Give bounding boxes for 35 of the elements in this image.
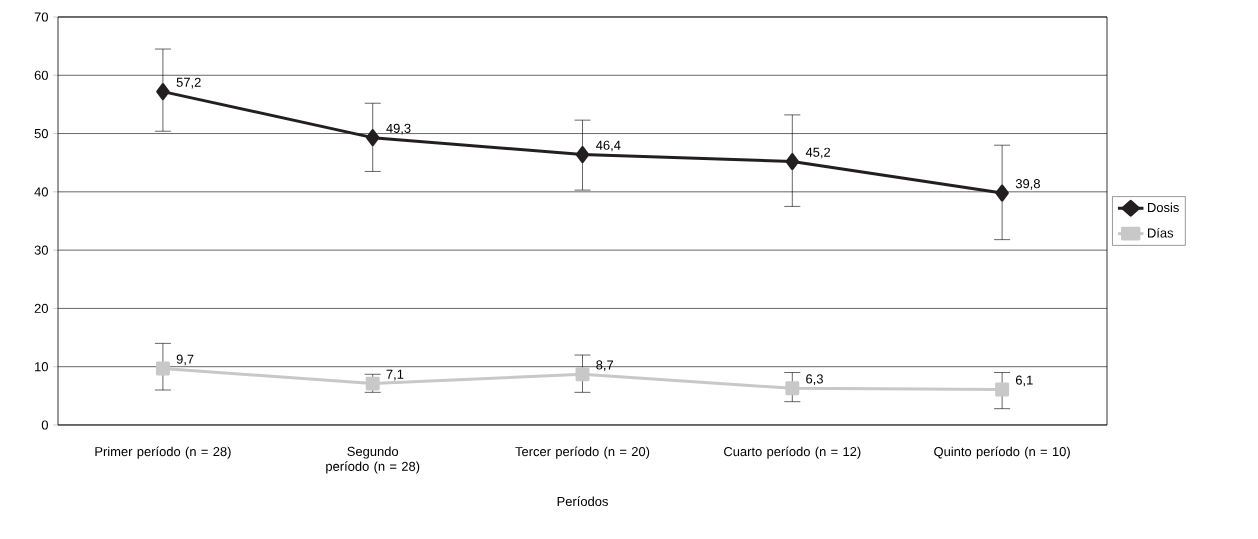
y-tick-label: 60	[34, 70, 48, 80]
data-label: 9,7	[176, 354, 194, 366]
point	[575, 367, 590, 382]
x-tick-label: Tercer período (n = 20)	[515, 446, 650, 459]
point	[575, 146, 590, 164]
data-label: 45,2	[805, 147, 831, 159]
data-label: 49,3	[386, 123, 411, 135]
point	[995, 184, 1009, 202]
point	[785, 153, 800, 171]
y-tick-label: 70	[34, 12, 48, 22]
data-label: 57,2	[176, 77, 201, 89]
x-tick-label: Cuarto período (n = 12)	[724, 446, 861, 459]
legend-label: Días	[1148, 227, 1174, 238]
y-tick-label: 20	[34, 303, 48, 313]
data-label: 39,8	[1015, 179, 1040, 190]
data-label: 6,3	[806, 374, 823, 386]
x-tick-label: Quinto período (n = 10)	[934, 446, 1070, 459]
legend-label: Dosis	[1148, 202, 1179, 213]
point	[155, 361, 170, 376]
y-tick-label: 50	[34, 128, 48, 139]
x-axis-title: Períodos	[557, 496, 608, 507]
point	[785, 381, 800, 396]
y-tick-label: 10	[35, 362, 48, 372]
data-label: 6,1	[1015, 375, 1033, 387]
x-tick-label: Primer período (n = 28)	[95, 446, 231, 459]
data-label: 7,1	[386, 369, 404, 381]
y-tick-label: 30	[34, 245, 48, 255]
y-tick-label: 0	[41, 420, 48, 430]
point	[365, 129, 380, 147]
data-label: 46,4	[596, 140, 621, 152]
data-label: 8,7	[596, 360, 614, 372]
point	[156, 83, 170, 101]
y-tick-label: 40	[34, 187, 48, 197]
point	[995, 382, 1010, 397]
x-tick-label: Segundo período (n = 28)	[326, 446, 420, 474]
